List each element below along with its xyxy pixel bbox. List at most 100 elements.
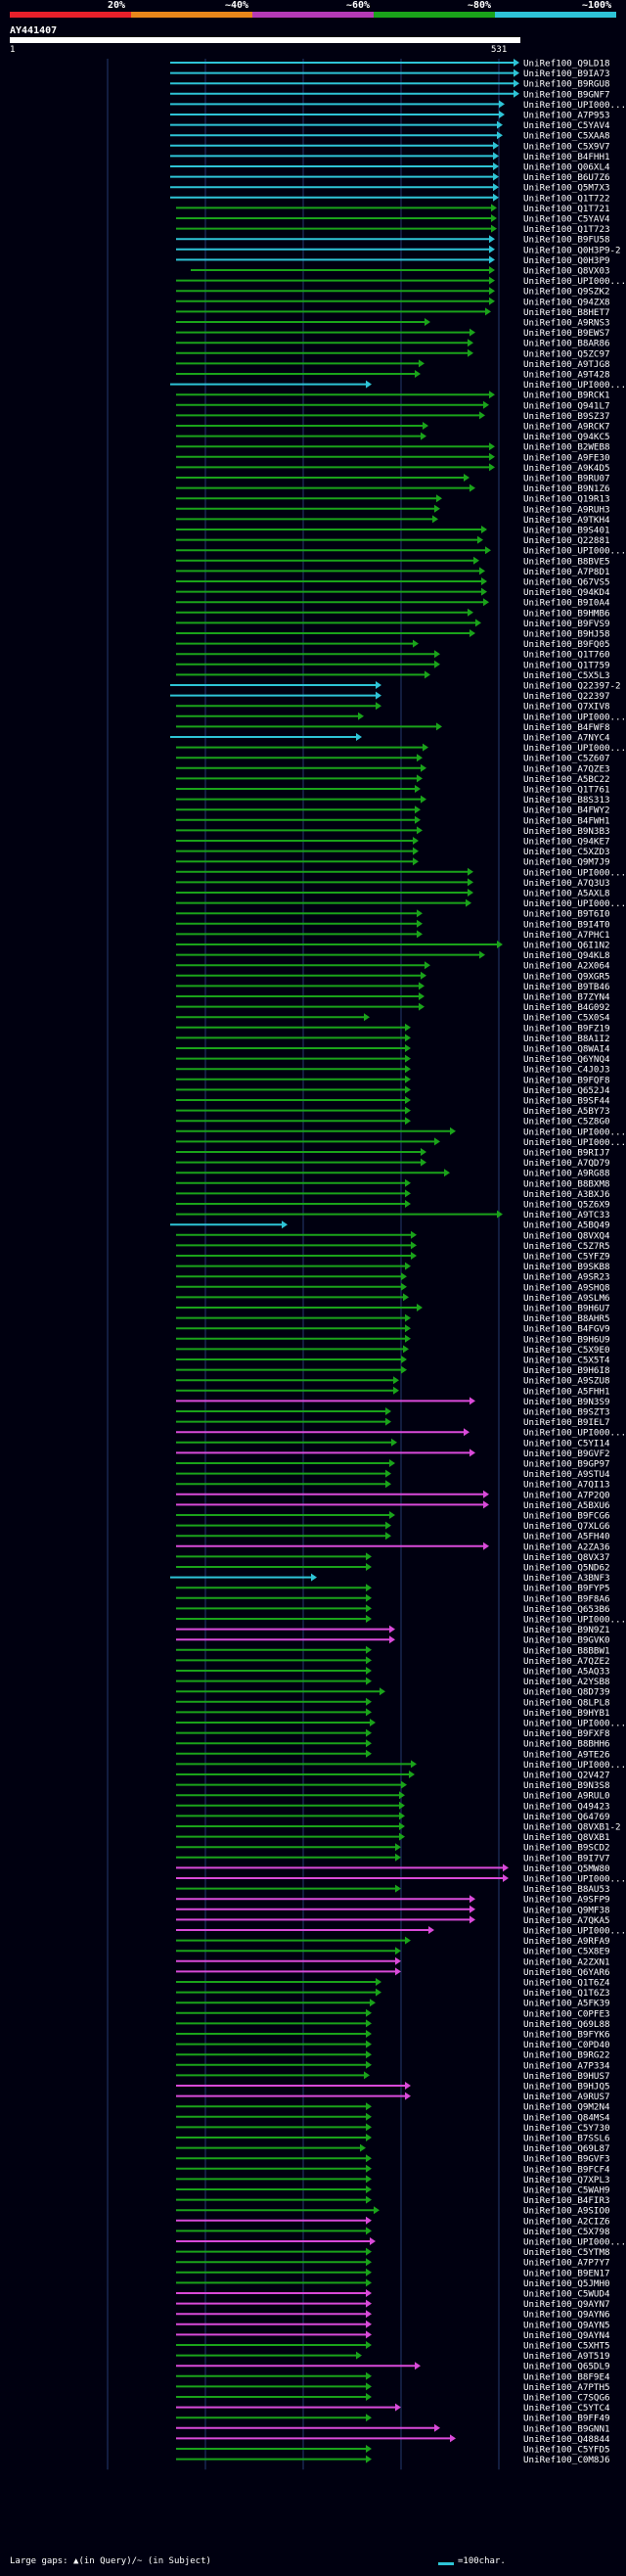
hit-row[interactable]: UniRef100_Q22397 xyxy=(170,691,610,702)
hit-label[interactable]: UniRef100_B8F9E4 xyxy=(523,2371,610,2382)
hit-row[interactable]: UniRef100_Q1T6Z4 xyxy=(176,1978,610,1989)
hit-row[interactable]: UniRef100_Q7XPL3 xyxy=(176,2175,610,2185)
hit-label[interactable]: UniRef100_Q9SZK2 xyxy=(523,287,610,298)
hit-row[interactable]: UniRef100_A2ZA36 xyxy=(176,1541,610,1552)
hit-label[interactable]: UniRef100_Q06XL4 xyxy=(523,162,610,173)
hit-row[interactable]: UniRef100_Q653B6 xyxy=(176,1604,610,1615)
hit-label[interactable]: UniRef100_C5X0S4 xyxy=(523,1013,610,1024)
hit-row[interactable]: UniRef100_Q652J4 xyxy=(176,1085,610,1096)
hit-label[interactable]: UniRef100_A7QD79 xyxy=(523,1158,610,1169)
hit-row[interactable]: UniRef100_B9H6I8 xyxy=(176,1365,610,1376)
hit-row[interactable]: UniRef100_Q1T723 xyxy=(176,224,610,235)
hit-label[interactable]: UniRef100_A9RCK7 xyxy=(523,422,610,433)
hit-label[interactable]: UniRef100_C5YTC4 xyxy=(523,2403,610,2414)
hit-row[interactable]: UniRef100_B9I7V7 xyxy=(176,1853,610,1863)
hit-label[interactable]: UniRef100_Q5ZC97 xyxy=(523,348,610,359)
hit-label[interactable]: UniRef100_B9GNF7 xyxy=(523,89,610,100)
hit-row[interactable]: UniRef100_Q1T721 xyxy=(176,204,610,214)
hit-row[interactable]: UniRef100_B9SF44 xyxy=(176,1096,610,1107)
hit-label[interactable]: UniRef100_B9N3B3 xyxy=(523,826,610,837)
hit-row[interactable]: UniRef100_UPI000... xyxy=(176,1615,626,1626)
hit-label[interactable]: UniRef100_B8BXM8 xyxy=(523,1178,610,1189)
hit-label[interactable]: UniRef100_B9FVS9 xyxy=(523,619,610,629)
hit-label[interactable]: UniRef100_Q94KD4 xyxy=(523,587,610,598)
hit-label[interactable]: UniRef100_A7QZE3 xyxy=(523,763,610,774)
hit-row[interactable]: UniRef100_A5FH40 xyxy=(176,1532,610,1542)
hit-row[interactable]: UniRef100_A5AQ33 xyxy=(176,1667,610,1678)
hit-label[interactable]: UniRef100_A5AXL8 xyxy=(523,889,610,899)
hit-row[interactable]: UniRef100_Q5JMH0 xyxy=(176,2278,610,2289)
hit-label[interactable]: UniRef100_B9SZT3 xyxy=(523,1407,610,1418)
hit-row[interactable]: UniRef100_Q8VX37 xyxy=(176,1552,610,1563)
hit-row[interactable]: UniRef100_B8AR86 xyxy=(176,339,610,349)
hit-row[interactable]: UniRef100_Q6I1N2 xyxy=(176,941,610,951)
hit-row[interactable]: UniRef100_B8HET7 xyxy=(176,307,610,318)
hit-label[interactable]: UniRef100_Q67VS5 xyxy=(523,577,610,588)
hit-row[interactable]: UniRef100_Q94KC5 xyxy=(176,432,610,442)
hit-label[interactable]: UniRef100_B9FQF8 xyxy=(523,1075,610,1085)
hit-row[interactable]: UniRef100_B9IA73 xyxy=(170,69,610,79)
hit-label[interactable]: UniRef100_B9RCK1 xyxy=(523,391,610,401)
hit-row[interactable]: UniRef100_B9EWS7 xyxy=(176,328,610,339)
hit-row[interactable]: UniRef100_UPI000... xyxy=(176,1874,626,1885)
hit-label[interactable]: UniRef100_Q8VXQ4 xyxy=(523,1230,610,1241)
hit-label[interactable]: UniRef100_A7P7Y7 xyxy=(523,2258,610,2269)
hit-row[interactable]: UniRef100_Q0H3P9-2 xyxy=(176,245,621,255)
hit-row[interactable]: UniRef100_Q5ZC97 xyxy=(176,348,610,359)
hit-label[interactable]: UniRef100_Q8D739 xyxy=(523,1687,610,1698)
hit-row[interactable]: UniRef100_B8F9E4 xyxy=(176,2371,610,2382)
hit-label[interactable]: UniRef100_B9RIJ7 xyxy=(523,1148,610,1159)
hit-label[interactable]: UniRef100_B8S313 xyxy=(523,795,610,805)
hit-label[interactable]: UniRef100_Q9AYN7 xyxy=(523,2299,610,2310)
hit-row[interactable]: UniRef100_A9FE30 xyxy=(176,452,610,463)
hit-label[interactable]: UniRef100_C5X798 xyxy=(523,2227,610,2237)
hit-label[interactable]: UniRef100_Q69L88 xyxy=(523,2019,610,2030)
hit-row[interactable]: UniRef100_B9HJ58 xyxy=(176,629,610,640)
hit-row[interactable]: UniRef100_Q8LPL8 xyxy=(176,1697,610,1708)
hit-row[interactable]: UniRef100_B9FCG6 xyxy=(176,1511,610,1522)
hit-label[interactable]: UniRef100_B4FWY2 xyxy=(523,805,610,816)
hit-row[interactable]: UniRef100_Q0H3P9 xyxy=(176,255,610,266)
hit-label[interactable]: UniRef100_UPI000... xyxy=(523,898,626,909)
hit-label[interactable]: UniRef100_B9GVK0 xyxy=(523,1635,610,1646)
hit-label[interactable]: UniRef100_B9H6U9 xyxy=(523,1334,610,1345)
hit-row[interactable]: UniRef100_UPI000... xyxy=(176,867,626,878)
hit-label[interactable]: UniRef100_A9SR23 xyxy=(523,1272,610,1283)
hit-row[interactable]: UniRef100_Q06XL4 xyxy=(170,162,610,173)
hit-label[interactable]: UniRef100_Q94ZX8 xyxy=(523,297,610,307)
hit-row[interactable]: UniRef100_UPI000... xyxy=(176,2237,626,2248)
hit-row[interactable]: UniRef100_UPI000... xyxy=(176,1926,626,1937)
hit-row[interactable]: UniRef100_A9SHQ8 xyxy=(176,1282,610,1293)
hit-label[interactable]: UniRef100_A9TE26 xyxy=(523,1749,610,1760)
hit-label[interactable]: UniRef100_A7PHC1 xyxy=(523,930,610,941)
hit-row[interactable]: UniRef100_Q8VXB1-2 xyxy=(176,1822,621,1833)
hit-row[interactable]: UniRef100_UPI000... xyxy=(176,546,626,557)
hit-row[interactable]: UniRef100_A9RUS7 xyxy=(176,2092,610,2102)
hit-row[interactable]: UniRef100_UPI000... xyxy=(176,898,626,909)
hit-label[interactable]: UniRef100_UPI000... xyxy=(523,1137,626,1148)
hit-row[interactable]: UniRef100_B9N3S8 xyxy=(176,1780,610,1791)
hit-row[interactable]: UniRef100_B9FF49 xyxy=(176,2414,610,2424)
hit-label[interactable]: UniRef100_B9IEL7 xyxy=(523,1417,610,1428)
hit-label[interactable]: UniRef100_A9SZU8 xyxy=(523,1376,610,1387)
hit-label[interactable]: UniRef100_B9TB46 xyxy=(523,982,610,992)
hit-label[interactable]: UniRef100_A7QKA5 xyxy=(523,1915,610,1926)
hit-row[interactable]: UniRef100_C5YTC4 xyxy=(176,2403,610,2414)
hit-row[interactable]: UniRef100_A7QD79 xyxy=(176,1158,610,1169)
hit-row[interactable]: UniRef100_B9SZT3 xyxy=(176,1407,610,1418)
hit-row[interactable]: UniRef100_Q49423 xyxy=(176,1801,610,1812)
hit-row[interactable]: UniRef100_B9SKB8 xyxy=(176,1262,610,1272)
hit-label[interactable]: UniRef100_B9FCF4 xyxy=(523,2164,610,2175)
hit-row[interactable]: UniRef100_B9FQF8 xyxy=(176,1075,610,1085)
hit-label[interactable]: UniRef100_Q49423 xyxy=(523,1801,610,1812)
hit-label[interactable]: UniRef100_B7ZYN4 xyxy=(523,992,610,1003)
hit-row[interactable]: UniRef100_B9F8A6 xyxy=(176,1593,610,1604)
hit-row[interactable]: UniRef100_B9SZ37 xyxy=(176,411,610,422)
hit-label[interactable]: UniRef100_UPI000... xyxy=(523,1874,626,1885)
hit-label[interactable]: UniRef100_A9FE30 xyxy=(523,452,610,463)
hit-row[interactable]: UniRef100_C5Z607 xyxy=(176,754,610,764)
hit-label[interactable]: UniRef100_Q9AYN6 xyxy=(523,2310,610,2321)
hit-label[interactable]: UniRef100_B9N9Z1 xyxy=(523,1625,610,1635)
hit-row[interactable]: UniRef100_B9HJQ5 xyxy=(176,2082,610,2093)
hit-row[interactable]: UniRef100_Q7XIV8 xyxy=(176,702,610,713)
